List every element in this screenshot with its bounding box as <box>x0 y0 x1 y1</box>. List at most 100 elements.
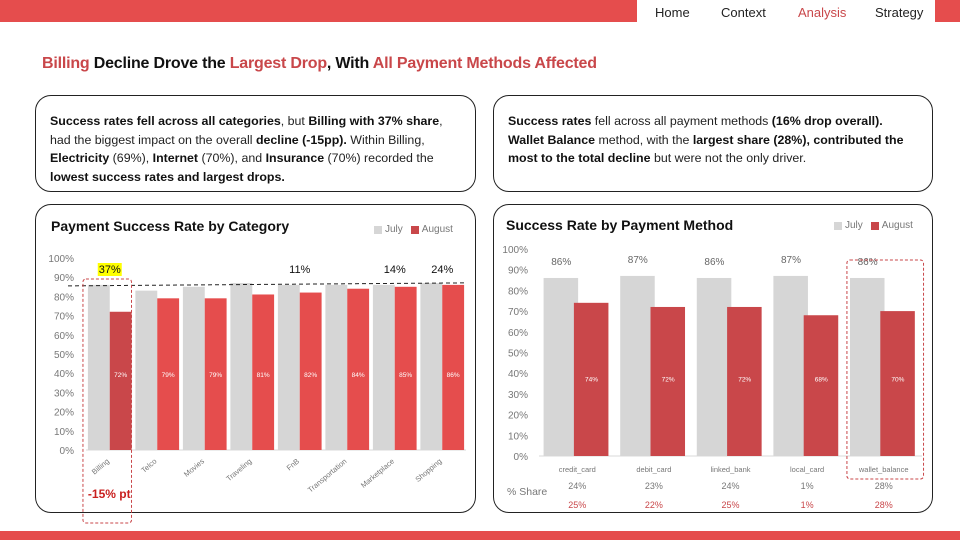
share-august: 25% <box>721 500 739 510</box>
bar-august-telco <box>157 298 180 450</box>
bar-august-transportation <box>347 288 370 450</box>
billing-callout-box <box>82 278 132 524</box>
bar-august-traveling <box>252 294 275 450</box>
billing-drop-label: -15% pt <box>88 487 131 501</box>
chart-legend: July August <box>834 220 913 231</box>
share-august: 28% <box>875 500 893 510</box>
data-label-august: 82% <box>304 372 317 379</box>
chart-title: Success Rate by Payment Method <box>506 217 734 233</box>
bar-july-billing <box>87 284 110 450</box>
insight-text: (16% drop overall). <box>771 114 883 128</box>
wallet-balance-highlight-box <box>846 259 925 480</box>
bar-august-debit_card <box>650 306 686 456</box>
bar-august-fnb <box>299 292 322 450</box>
x-tick-label: Billing <box>90 457 111 477</box>
legend-item-august: August <box>870 220 913 231</box>
chart-card-category: Payment Success Rate by Category July Au… <box>35 204 476 524</box>
bar-july-traveling <box>230 282 253 450</box>
insight-text: (70%), and <box>198 151 266 165</box>
y-tick-label: 10% <box>54 427 74 438</box>
x-tick-label: debit_card <box>636 465 671 474</box>
legend-swatch-july <box>374 225 382 234</box>
share-july: 1% <box>801 481 814 491</box>
x-tick-label: Telco <box>139 457 158 475</box>
bar-july-shopping <box>420 282 443 450</box>
legend-label: July <box>845 220 863 231</box>
x-tick-label: FnB <box>285 457 301 473</box>
x-tick-label: Movies <box>182 456 206 478</box>
y-tick-label: 80% <box>508 286 528 297</box>
share-july: 24% <box>568 481 586 491</box>
share-highlight <box>97 263 122 276</box>
share-annotation: 37% <box>99 264 121 276</box>
bar-july-movies <box>182 286 205 450</box>
share-july: 28% <box>875 481 893 491</box>
data-label-august: 72% <box>738 376 751 383</box>
bar-august-local_card <box>803 315 839 456</box>
legend-swatch-august <box>870 221 879 230</box>
y-tick-label: 40% <box>508 369 528 380</box>
share-annotation: 14% <box>384 264 406 276</box>
y-tick-label: 20% <box>508 411 528 422</box>
insight-text: lowest success rates and largest drops. <box>50 169 285 184</box>
data-label-july: 86% <box>551 257 571 268</box>
y-tick-label: 90% <box>54 273 74 284</box>
data-label-july: 87% <box>781 255 801 266</box>
payment-method-bar-chart: 0% 10% 20% 30% 40% 50% 60% 70% 80% 90% 100% 86% 74% c… <box>502 245 925 510</box>
title-all-methods: All Payment Methods Affected <box>372 55 597 72</box>
insight-text: (70%) recorded the <box>324 151 434 165</box>
legend-item-july: July <box>374 224 403 235</box>
insight-text: Within Billing, <box>346 132 425 147</box>
title-text-1: Decline Drove the <box>89 55 230 72</box>
data-label-august: 70% <box>891 376 904 383</box>
x-tick-label: Shopping <box>413 457 443 484</box>
data-label-august: 79% <box>162 372 175 379</box>
top-nav: Home Context Analysis Strategy <box>637 0 935 22</box>
insight-text: Success rates <box>508 114 592 128</box>
insight-text: Wallet Balance <box>508 132 595 147</box>
bar-august-marketplace <box>394 286 417 450</box>
bar-july-local_card <box>773 275 808 456</box>
chart-legend: July August <box>374 224 453 235</box>
bar-july-debit_card <box>620 275 655 456</box>
y-tick-label: 90% <box>508 266 528 277</box>
legend-label: July <box>385 224 403 235</box>
legend-item-august: August <box>410 224 453 235</box>
share-july: 24% <box>721 481 739 491</box>
x-tick-label: local_card <box>790 465 824 474</box>
bar-august-credit_card <box>573 302 609 456</box>
share-august: 1% <box>801 500 814 510</box>
data-label-august: 68% <box>815 376 828 383</box>
title-billing: Billing <box>42 55 90 72</box>
data-label-august: 74% <box>585 376 598 383</box>
nav-analysis[interactable]: Analysis <box>798 5 847 20</box>
bottom-banner <box>0 531 960 540</box>
bar-july-fnb <box>277 284 300 450</box>
y-tick-label: 20% <box>54 408 74 419</box>
nav-strategy[interactable]: Strategy <box>875 5 924 20</box>
y-tick-label: 0% <box>60 446 75 457</box>
top-banner-end <box>935 0 960 22</box>
insight-text: Internet <box>152 151 199 165</box>
insight-text: Success rates fell across all categories <box>50 114 281 128</box>
x-tick-label: credit_card <box>559 465 596 474</box>
insight-text: Insurance <box>265 151 325 165</box>
insight-text: largest share (28%), contributed the mos… <box>508 132 904 166</box>
bar-august-linked_bank <box>727 306 762 456</box>
nav-context[interactable]: Context <box>721 5 766 20</box>
y-tick-label: 100% <box>502 245 528 256</box>
bar-july-credit_card <box>543 277 579 456</box>
y-tick-label: 70% <box>54 312 74 323</box>
x-tick-label: wallet_balance <box>858 465 909 474</box>
top-banner <box>0 0 637 22</box>
share-row-label: % Share <box>507 486 547 498</box>
nav-home[interactable]: Home <box>655 5 690 20</box>
y-tick-label: 50% <box>508 349 528 360</box>
insight-text: fell across all payment methods <box>591 114 772 128</box>
page-title: Billing Decline Drove the Largest Drop, … <box>42 55 597 73</box>
y-tick-label: 50% <box>54 350 74 361</box>
title-text-2: , With <box>326 55 373 72</box>
legend-swatch-july <box>834 221 842 230</box>
y-tick-label: 30% <box>54 388 74 399</box>
share-august: 25% <box>568 500 586 510</box>
